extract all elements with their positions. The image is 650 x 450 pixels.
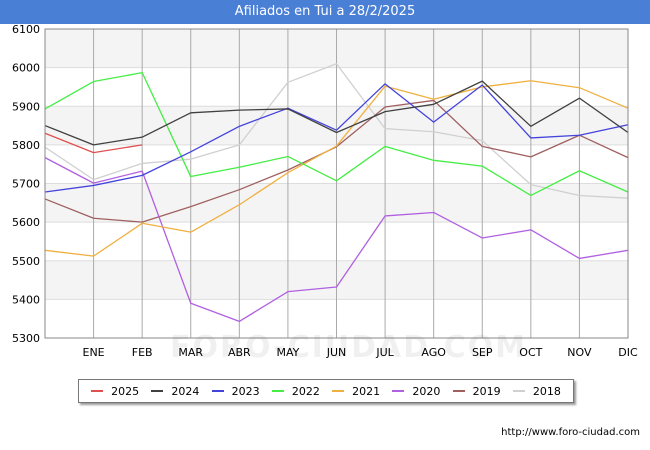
x-tick-label: SEP [472, 346, 493, 359]
watermark: FORO-CIUDAD.COM [170, 330, 527, 365]
y-tick-label: 5700 [12, 178, 40, 191]
y-axis-ticks: 5300 5400 5500 5600 5700 5800 5900 6000 6100 [12, 23, 40, 345]
legend-item-2021: 2021 [332, 385, 380, 398]
y-tick-label: 5600 [12, 216, 40, 229]
series-line-2020 [44, 157, 629, 323]
y-tick-label: 5500 [12, 255, 40, 268]
legend-item-2022: 2022 [271, 384, 320, 398]
legend-label: 2021 [352, 384, 381, 398]
legend-label: 2025 [111, 384, 140, 398]
legend-label: 2019 [472, 384, 501, 398]
x-axis-ticks: ENE FEB MAR ABR MAY JUN JUL AGO SEP OCT NOV DIC [83, 346, 638, 359]
legend-swatch [512, 390, 525, 392]
legend-label: 2022 [291, 384, 320, 398]
x-tick-label: MAY [276, 346, 299, 359]
x-tick-label: DIC [618, 346, 638, 359]
legend: 2025 2024 2023 2022 2021 2020 2019 2018 [78, 379, 574, 403]
x-tick-label: MAR [178, 346, 203, 359]
legend-swatch [332, 390, 345, 392]
source-credit: http://www.foro-ciudad.com [501, 427, 640, 438]
legend-swatch [392, 390, 405, 392]
legend-label: 2020 [412, 384, 441, 398]
series-line-2021 [44, 80, 629, 257]
x-tick-label: ABR [228, 346, 251, 359]
y-tick-label: 6000 [12, 62, 40, 75]
y-tick-label: 5900 [12, 100, 40, 113]
series-line-2018 [44, 63, 629, 199]
legend-item-2020: 2020 [392, 385, 440, 398]
legend-swatch [211, 390, 224, 392]
legend-item-2019: 2019 [452, 384, 501, 398]
y-tick-label: 5800 [12, 139, 40, 152]
legend-item-2025: 2025 [91, 385, 139, 398]
series-line-2024 [44, 80, 629, 146]
legend-label: 2018 [532, 384, 561, 398]
line-chart: 5300 5400 5500 5600 5700 5800 5900 6000 6100 ENE… [12, 23, 638, 359]
legend-label: 2024 [171, 384, 200, 398]
y-tick-label: 5300 [12, 332, 40, 345]
legend-swatch [271, 390, 284, 392]
series-line-2025 [44, 132, 143, 154]
x-tick-label: AGO [421, 346, 446, 359]
legend-item-2023: 2023 [211, 384, 260, 398]
legend-swatch [452, 390, 465, 392]
plot-frame [44, 28, 629, 339]
series-line-2022 [44, 71, 629, 197]
y-tick-label: 5400 [12, 293, 40, 306]
x-tick-label: JUL [375, 346, 394, 359]
chart-title: Afiliados en Tui a 28/2/2025 [0, 0, 650, 24]
legend-item-2024: 2024 [151, 385, 199, 398]
legend-label: 2023 [231, 384, 260, 398]
legend-item-2018: 2018 [512, 384, 561, 398]
legend-swatch [91, 390, 104, 392]
legend-swatch [151, 390, 164, 392]
y-tick-label: 6100 [12, 23, 40, 36]
series-layer [44, 63, 629, 323]
series-line-2019 [44, 99, 629, 223]
series-line-2023 [44, 83, 629, 193]
x-tick-label: OCT [519, 346, 542, 359]
x-tick-label: ENE [83, 346, 105, 359]
x-tick-label: NOV [567, 346, 592, 359]
x-tick-label: FEB [132, 346, 153, 359]
x-tick-label: JUN [326, 346, 347, 359]
